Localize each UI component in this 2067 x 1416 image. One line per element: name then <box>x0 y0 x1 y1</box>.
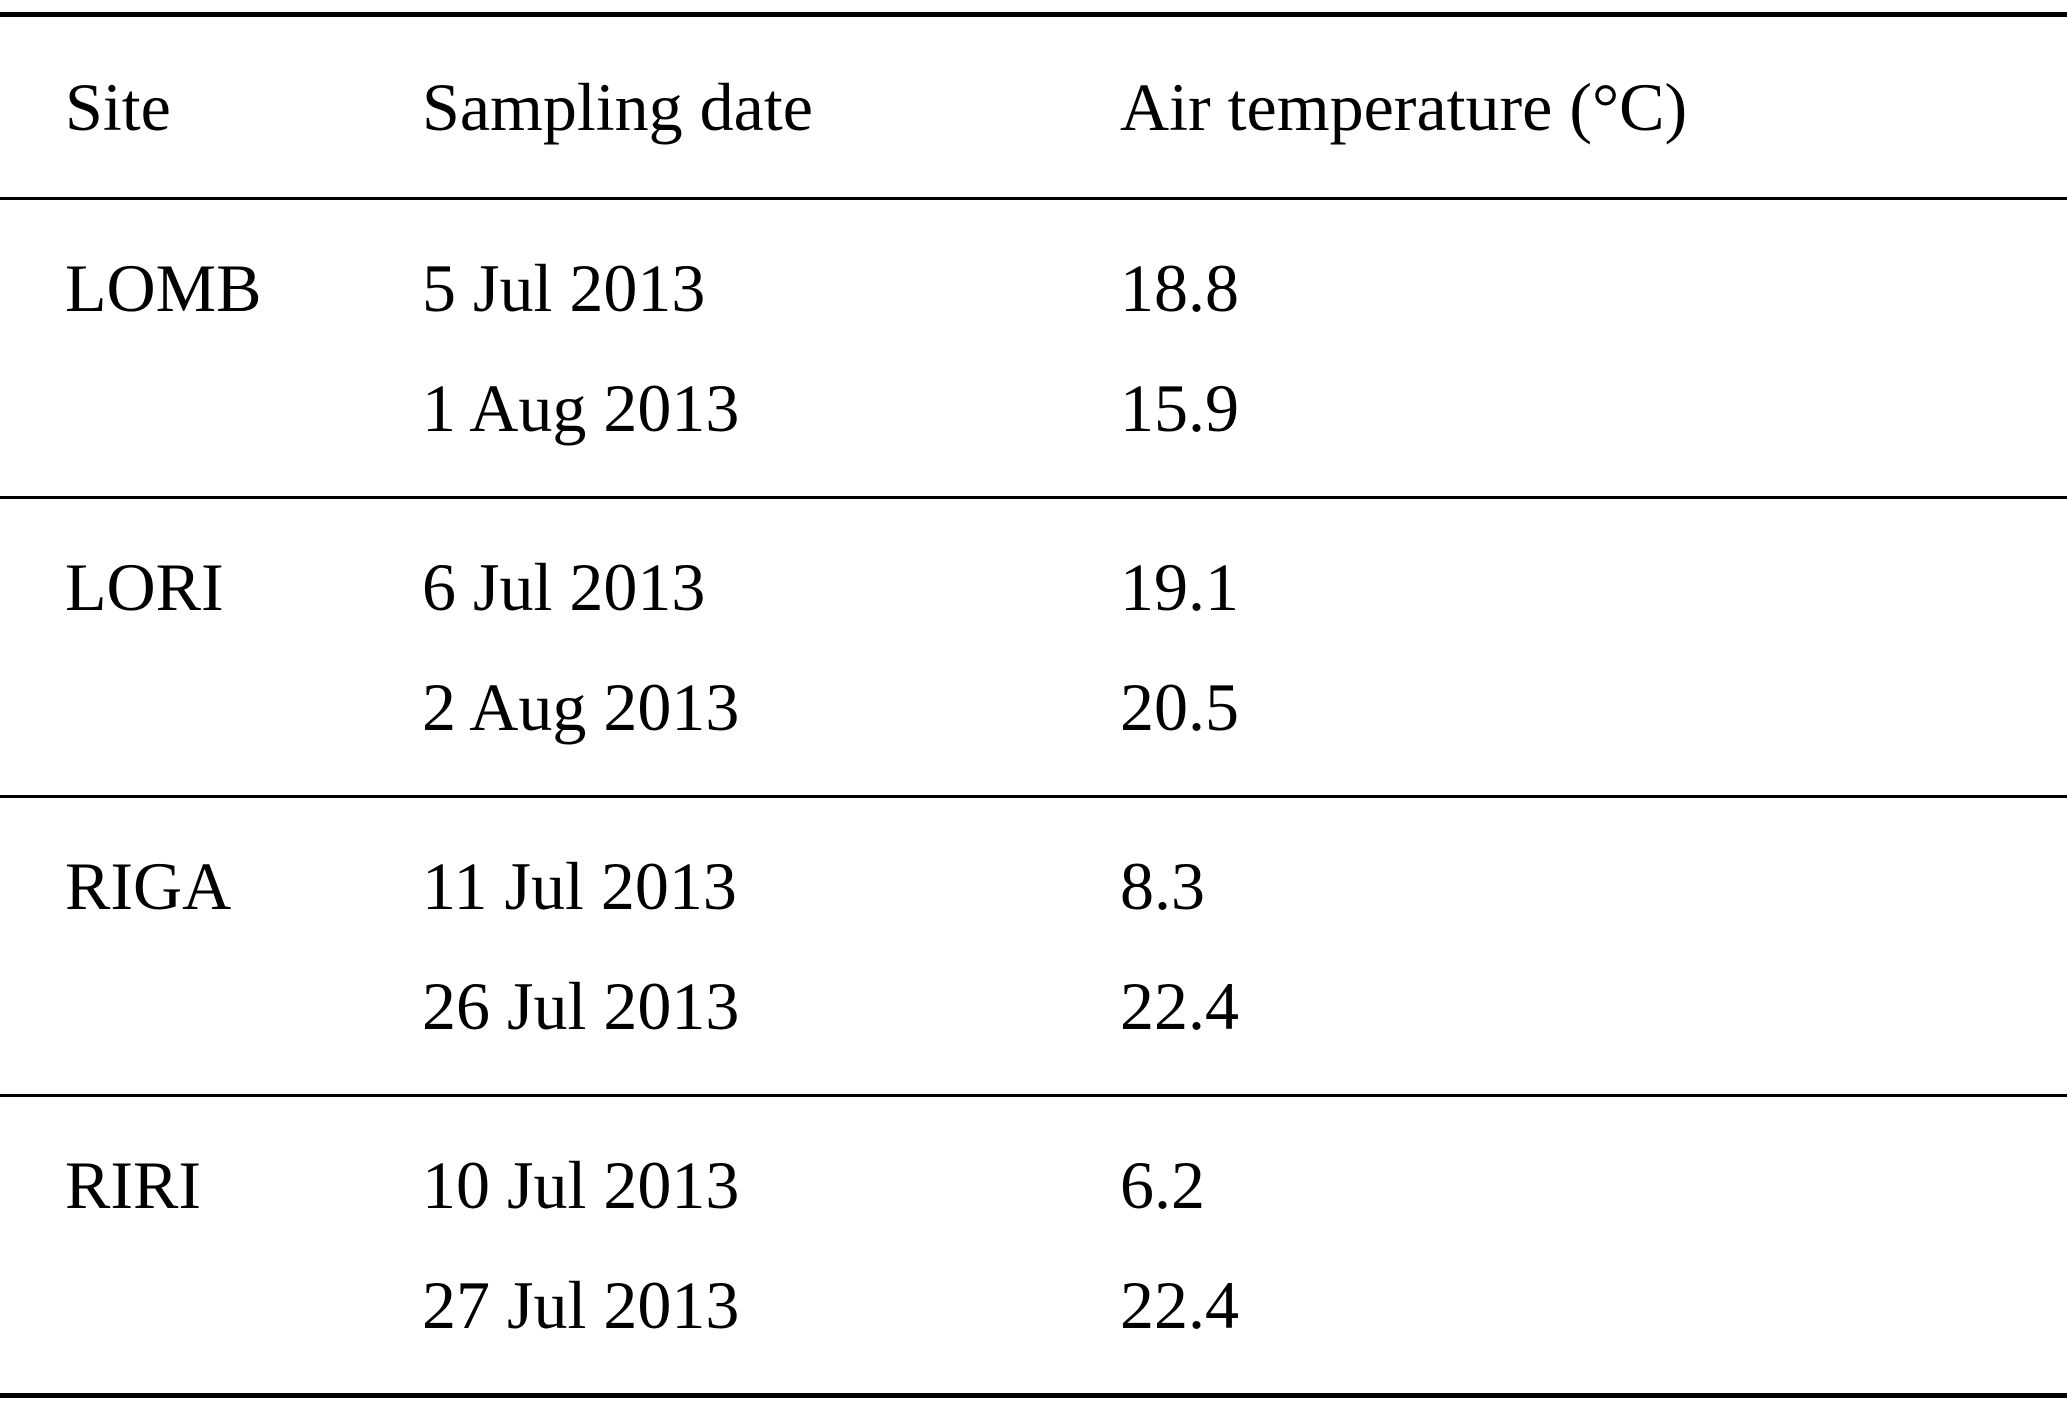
table-row: RIGA 11 Jul 2013 8.3 <box>0 826 2067 946</box>
site-cell: LOMB <box>65 249 262 326</box>
temperature-cell: 22.4 <box>1120 1266 1239 1343</box>
table-row: 26 Jul 2013 22.4 <box>0 946 2067 1066</box>
temperature-cell: 6.2 <box>1120 1146 1205 1223</box>
table-group-lori: LORI 6 Jul 2013 19.1 2 Aug 2013 20.5 <box>0 499 2067 795</box>
table-row: RIRI 10 Jul 2013 6.2 <box>0 1125 2067 1245</box>
temperature-cell: 18.8 <box>1120 249 1239 326</box>
date-cell: 27 Jul 2013 <box>422 1266 740 1343</box>
table-row: LOMB 5 Jul 2013 18.8 <box>0 228 2067 348</box>
date-cell: 6 Jul 2013 <box>422 548 706 625</box>
table-group-riri: RIRI 10 Jul 2013 6.2 27 Jul 2013 22.4 <box>0 1097 2067 1393</box>
temperature-cell: 8.3 <box>1120 847 1205 924</box>
table-group-riga: RIGA 11 Jul 2013 8.3 26 Jul 2013 22.4 <box>0 798 2067 1094</box>
temperature-cell: 19.1 <box>1120 548 1239 625</box>
column-header-site: Site <box>65 68 171 145</box>
bottom-rule <box>0 1393 2067 1398</box>
table-row: 27 Jul 2013 22.4 <box>0 1245 2067 1365</box>
date-cell: 11 Jul 2013 <box>422 847 737 924</box>
date-cell: 1 Aug 2013 <box>422 369 740 446</box>
table-row: 1 Aug 2013 15.9 <box>0 348 2067 468</box>
column-header-sampling-date: Sampling date <box>422 68 813 145</box>
group-divider-rule <box>0 496 2067 499</box>
site-cell: RIGA <box>65 847 232 924</box>
temperature-cell: 20.5 <box>1120 668 1239 745</box>
site-cell: LORI <box>65 548 224 625</box>
table-row: 2 Aug 2013 20.5 <box>0 647 2067 767</box>
header-row: Site Sampling date Air temperature (°C) <box>0 17 2067 197</box>
table-row: LORI 6 Jul 2013 19.1 <box>0 527 2067 647</box>
header-rule <box>0 197 2067 200</box>
column-header-air-temperature: Air temperature (°C) <box>1120 68 1688 145</box>
top-rule <box>0 12 2067 17</box>
date-cell: 10 Jul 2013 <box>422 1146 740 1223</box>
group-divider-rule <box>0 795 2067 798</box>
date-cell: 2 Aug 2013 <box>422 668 740 745</box>
group-divider-rule <box>0 1094 2067 1097</box>
site-cell: RIRI <box>65 1146 201 1223</box>
temperature-cell: 22.4 <box>1120 967 1239 1044</box>
temperature-cell: 15.9 <box>1120 369 1239 446</box>
date-cell: 5 Jul 2013 <box>422 249 706 326</box>
date-cell: 26 Jul 2013 <box>422 967 740 1044</box>
table-group-lomb: LOMB 5 Jul 2013 18.8 1 Aug 2013 15.9 <box>0 200 2067 496</box>
